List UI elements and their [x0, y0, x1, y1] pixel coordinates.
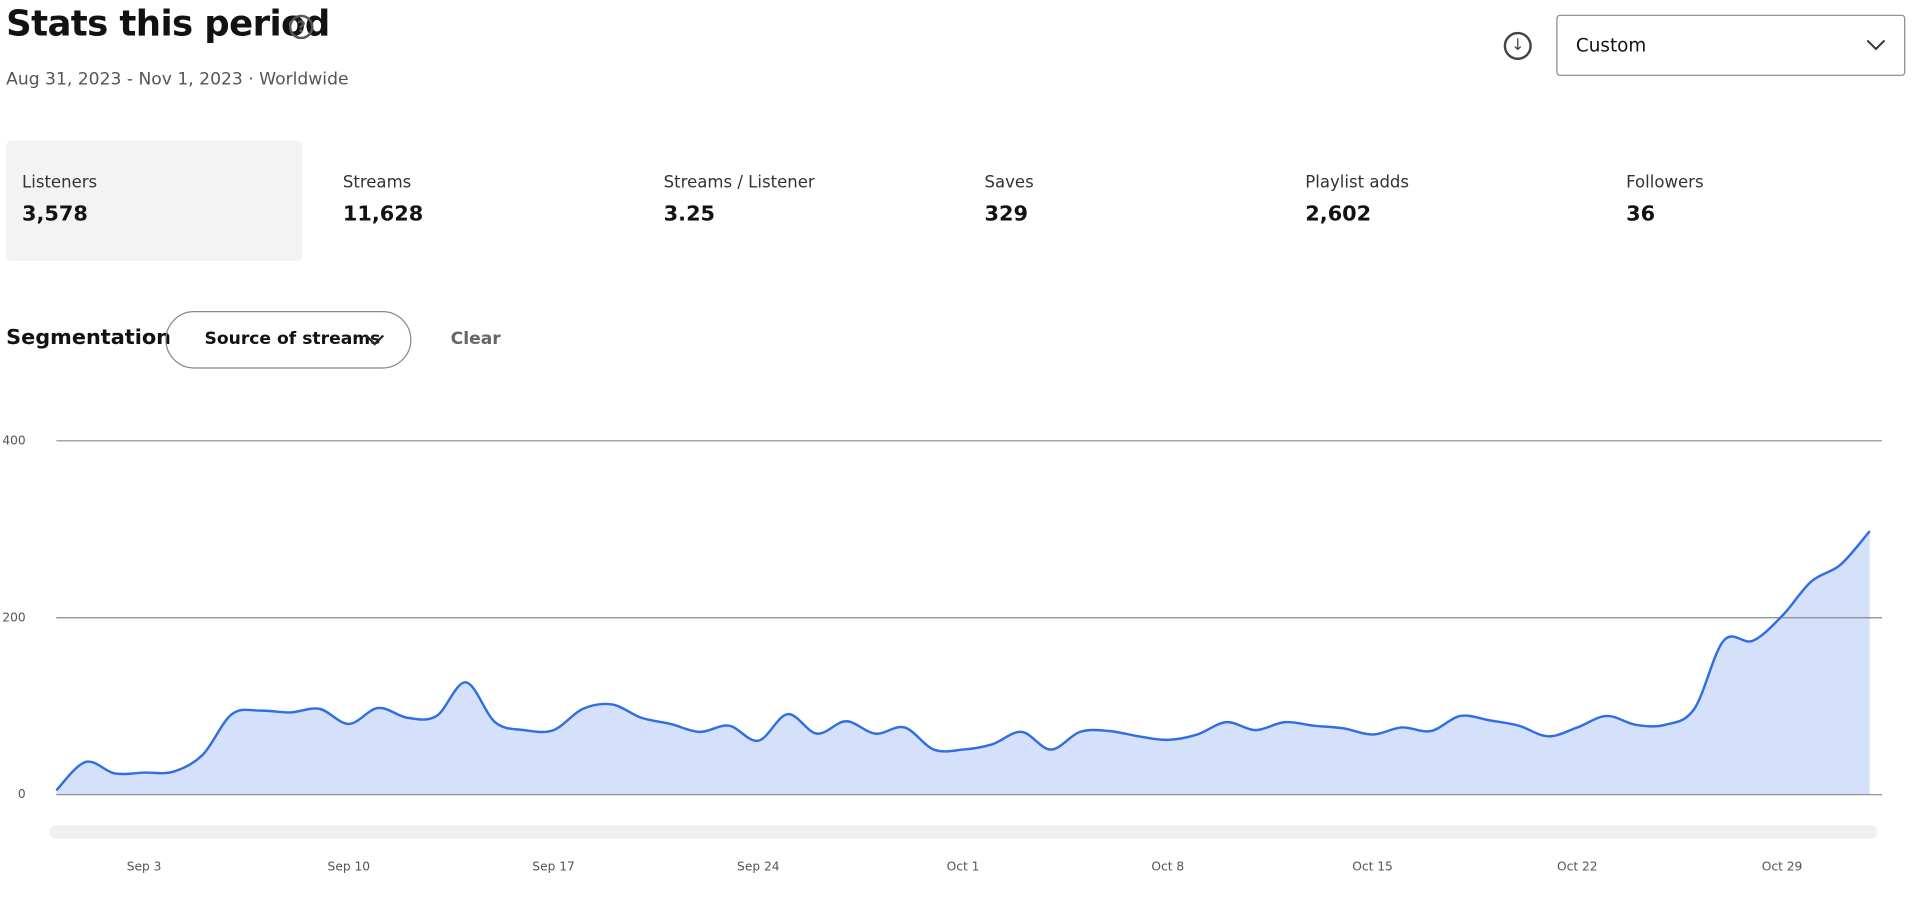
x-tick-label: Sep 17 [532, 859, 575, 873]
x-tick-label: Sep 24 [737, 859, 780, 873]
x-tick-label: Sep 10 [328, 859, 371, 873]
stat-value: 3.25 [663, 202, 716, 227]
stat-value: 329 [984, 202, 1028, 227]
stat-tile[interactable]: Streams 11,628 [327, 141, 623, 261]
x-tick-label: Oct 1 [947, 859, 980, 873]
stat-label: Playlist adds [1305, 172, 1410, 193]
stat-tile[interactable]: Playlist adds 2,602 [1289, 141, 1585, 261]
line [55, 530, 1871, 792]
stat-value: 3,578 [22, 202, 88, 227]
stat-value: 2,602 [1305, 202, 1372, 227]
y-tick-label: 0 [18, 787, 26, 801]
stat-tile[interactable]: Listeners 3,578 [6, 140, 303, 261]
stat-tile[interactable]: Streams / Listener 3.25 [648, 141, 944, 261]
clear-button[interactable]: Clear [450, 329, 501, 349]
x-tick-label: Oct 29 [1762, 859, 1803, 873]
stat-tile[interactable]: Saves 329 [969, 141, 1265, 261]
scrollbar[interactable] [48, 825, 1878, 839]
date-range: Aug 31, 2023 - Nov 1, 2023 · Worldwide [6, 69, 349, 90]
dropdown-label: Source of streams [204, 329, 381, 349]
help-icon[interactable]: ? [288, 14, 314, 40]
chevron [1866, 39, 1886, 51]
segment-dropdown[interactable]: Source of streams [165, 311, 412, 369]
y-tick-label: 200 [2, 610, 25, 624]
x-tick-label: Oct 22 [1557, 859, 1598, 873]
stat-label: Saves [984, 172, 1034, 193]
segmentation-label: Segmentation [6, 325, 171, 351]
stat-label: Streams [342, 172, 412, 193]
stat-label: Followers [1626, 172, 1704, 193]
x-tick-label: Sep 3 [127, 859, 162, 873]
stat-label: Streams / Listener [663, 172, 815, 193]
y-tick-label: 400 [2, 433, 25, 447]
chevron [365, 334, 385, 346]
stat-value: 36 [1626, 202, 1656, 227]
range-dropdown[interactable]: Custom [1556, 14, 1906, 76]
x-tick-label: Oct 15 [1352, 859, 1393, 873]
stat-value: 11,628 [342, 202, 424, 227]
x-tick-label: Oct 8 [1151, 859, 1184, 873]
area [56, 531, 1870, 795]
page-title: Stats this period [6, 2, 330, 45]
dropdown-label: Custom [1575, 34, 1647, 57]
stat-tile[interactable]: Followers 36 [1610, 141, 1906, 261]
stat-label: Listeners [22, 172, 98, 193]
download-button[interactable]: ↓ [1503, 31, 1532, 61]
